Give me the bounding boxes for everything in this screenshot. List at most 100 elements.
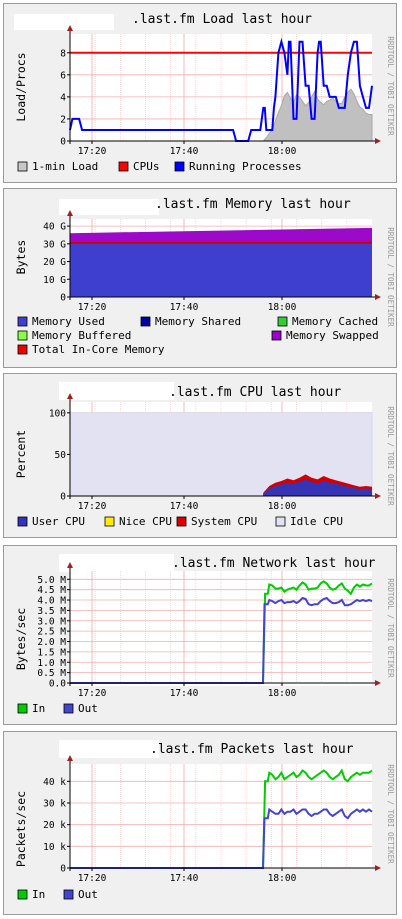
cpu-x-tick-label: 18:00 bbox=[268, 501, 297, 512]
redacted-hostname bbox=[59, 554, 174, 572]
network-x-tick-label: 18:00 bbox=[268, 688, 297, 699]
memory-y-tick-label: 20 G bbox=[43, 257, 66, 268]
load-x-tick-label: 18:00 bbox=[268, 146, 297, 157]
cpu-user-cpu-area bbox=[70, 479, 372, 496]
network-legend-label: In bbox=[32, 702, 45, 715]
memory-x-tick-label: 17:40 bbox=[170, 302, 199, 313]
cpu-x-tick-label: 17:20 bbox=[78, 501, 107, 512]
load-legend-swatch bbox=[17, 161, 28, 172]
memory-y-tick-label: 0 bbox=[60, 293, 66, 304]
cpu-legend-label: Nice CPU bbox=[119, 515, 172, 528]
packets-series bbox=[70, 768, 373, 869]
network-y-tick-label: 0.0 bbox=[49, 679, 66, 690]
load-ylabel: Load/Procs bbox=[14, 52, 28, 121]
packets-y-tick-label: 10 k bbox=[43, 842, 66, 853]
network-series bbox=[70, 580, 373, 684]
load-graph-panel: .last.fm Load last hour 0 2 4 6 8 17:20 17:40 1… bbox=[3, 3, 397, 183]
cpu-legend-label: Idle CPU bbox=[290, 515, 343, 528]
cpu-title: .last.fm CPU last hour bbox=[169, 385, 341, 400]
cpu-legend-label: User CPU bbox=[32, 515, 85, 528]
packets-legend-label: Out bbox=[78, 888, 98, 901]
load-legend-label: CPUs bbox=[133, 160, 160, 173]
network-in-line bbox=[70, 580, 373, 684]
network-graph-panel: .last.fm Network last hour 0.0 0.5 M 1.0 M… bbox=[3, 545, 397, 725]
network-y-tick-label: 5.0 M bbox=[37, 575, 66, 586]
network-out-line bbox=[70, 596, 373, 684]
redacted-hostname bbox=[59, 199, 159, 215]
memory-legend-swatch bbox=[17, 330, 28, 341]
load-x-tick-label: 17:40 bbox=[170, 146, 199, 157]
network-y-tick-label: 1.0 M bbox=[37, 658, 66, 669]
cpu-ylabel: Percent bbox=[14, 430, 28, 478]
packets-x-axis-arrow bbox=[375, 865, 381, 871]
memory-legend-label: Memory Buffered bbox=[32, 329, 131, 342]
packets-title: .last.fm Packets last hour bbox=[150, 742, 354, 757]
cpu-y-tick-label: 0 bbox=[60, 492, 66, 503]
network-x-axis-arrow bbox=[375, 680, 381, 686]
load-y-tick-label: 8 bbox=[60, 48, 66, 59]
network-y-tick-label: 3.0 M bbox=[37, 616, 66, 627]
cpu-series bbox=[69, 412, 373, 497]
cpu-x-axis-arrow bbox=[375, 493, 381, 499]
network-grid bbox=[70, 571, 372, 683]
packets-x-tick-label: 17:40 bbox=[170, 873, 199, 884]
packets-side-label: RRDTOOL / TOBI OETIKER bbox=[386, 764, 395, 864]
memory-legend-swatch bbox=[271, 330, 282, 341]
packets-y-tick-label: 0 bbox=[60, 864, 66, 875]
load-x-tick-label: 17:20 bbox=[78, 146, 107, 157]
cpu-axes: 0 50 100 17:20 17:40 18:00 bbox=[49, 393, 381, 512]
memory-legend-label: Memory Cached bbox=[292, 315, 378, 328]
packets-y-tick-label: 40 k bbox=[43, 777, 66, 788]
memory-legend-label: Memory Used bbox=[32, 315, 105, 328]
network-y-tick-label: 4.5 M bbox=[37, 585, 66, 596]
memory-y-tick-label: 10 G bbox=[43, 275, 66, 286]
redacted-hostname bbox=[59, 740, 159, 758]
load-graph: .last.fm Load last hour 0 2 4 6 8 17:20 17:40 1… bbox=[14, 12, 395, 173]
packets-legend-swatch bbox=[17, 889, 28, 900]
memory-y-axis-arrow bbox=[67, 210, 73, 216]
memory-y-tick-label: 40 G bbox=[43, 222, 66, 233]
load-legend-label: Running Processes bbox=[189, 160, 302, 173]
packets-legend-label: In bbox=[32, 888, 45, 901]
load-legend-swatch bbox=[174, 161, 185, 172]
load-legend: 1-min Load CPUs Running Processes bbox=[17, 160, 302, 173]
memory-legend-label: Memory Shared bbox=[155, 315, 241, 328]
memory-axes: 0 10 G 20 G 30 G 40 G 17:20 17:40 18:00 bbox=[43, 210, 381, 313]
packets-x-tick-label: 18:00 bbox=[268, 873, 297, 884]
load-y-tick-label: 6 bbox=[60, 70, 66, 81]
memory-side-label: RRDTOOL / TOBI OETIKER bbox=[386, 227, 395, 327]
load-axes: 0 2 4 6 8 17:20 17:40 18:00 bbox=[60, 25, 381, 157]
memory-series bbox=[70, 227, 372, 297]
packets-axes: 0 10 k 20 k 30 k 40 k 17:20 17:40 18:00 bbox=[43, 755, 381, 884]
redacted-hostname bbox=[59, 382, 174, 400]
cpu-legend: User CPU Nice CPU System CPU Idle CPU bbox=[17, 515, 343, 528]
cpu-y-tick-label: 50 bbox=[55, 450, 67, 461]
load-y-tick-label: 2 bbox=[60, 114, 66, 125]
network-y-tick-label: 0.5 M bbox=[37, 668, 66, 679]
packets-ylabel: Packets/sec bbox=[14, 791, 28, 867]
memory-legend-swatch bbox=[277, 316, 288, 327]
network-title: .last.fm Network last hour bbox=[172, 556, 376, 571]
load-title: .last.fm Load last hour bbox=[132, 12, 312, 27]
cpu-y-tick-label: 100 bbox=[49, 408, 66, 419]
cpu-legend-swatch bbox=[275, 516, 286, 527]
network-legend-swatch bbox=[63, 703, 74, 714]
cpu-side-label: RRDTOOL / TOBI OETIKER bbox=[386, 406, 395, 506]
cpu-legend-swatch bbox=[176, 516, 187, 527]
load-y-tick-label: 0 bbox=[60, 137, 66, 148]
network-legend: In Out bbox=[17, 702, 98, 715]
packets-x-tick-label: 17:20 bbox=[78, 873, 107, 884]
cpu-legend-label: System CPU bbox=[191, 515, 257, 528]
network-y-tick-label: 3.5 M bbox=[37, 606, 66, 617]
memory-legend-swatch bbox=[140, 316, 151, 327]
packets-legend: In Out bbox=[17, 888, 98, 901]
memory-legend: Memory Used Memory Shared Memory CachedMem… bbox=[17, 315, 379, 356]
load-legend-swatch bbox=[118, 161, 129, 172]
memory-graph-panel: .last.fm Memory last hour 0 10 G 20 G 30 G 4… bbox=[3, 188, 397, 368]
cpu-x-tick-label: 17:40 bbox=[170, 501, 199, 512]
load-legend-label: 1-min Load bbox=[32, 160, 98, 173]
memory-x-tick-label: 18:00 bbox=[268, 302, 297, 313]
memory-legend-label: Memory Swapped bbox=[286, 329, 379, 342]
cpu-y-axis-arrow bbox=[67, 393, 73, 399]
memory-legend-label: Total In-Core Memory bbox=[32, 343, 165, 356]
